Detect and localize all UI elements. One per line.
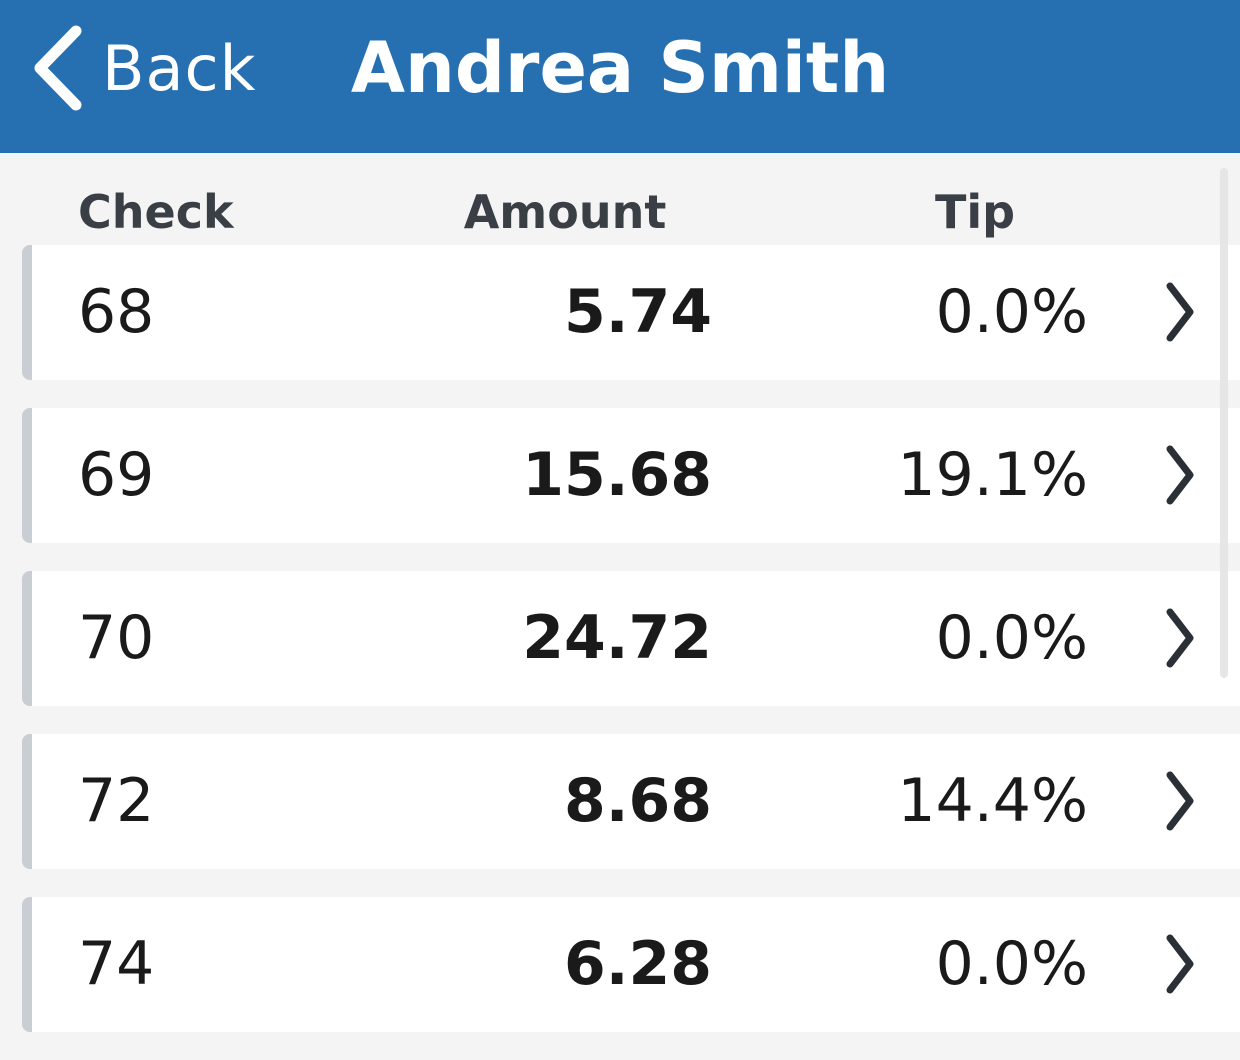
scrollbar[interactable] [1220, 168, 1228, 678]
check-number: 74 [78, 929, 155, 999]
column-header-tip: Tip [934, 185, 1016, 239]
check-row[interactable]: 69 15.68 19.1% [22, 408, 1240, 543]
header-bar: Back Andrea Smith [0, 0, 1240, 153]
checks-list: 68 5.74 0.0% 69 15.68 19.1% 70 24.72 0.0… [22, 245, 1240, 1060]
column-header-check: Check [78, 185, 234, 239]
chevron-right-icon [1166, 445, 1194, 505]
check-tip: 0.0% [935, 277, 1088, 347]
check-number: 69 [78, 440, 155, 510]
check-row[interactable]: 70 24.72 0.0% [22, 571, 1240, 706]
column-header-amount: Amount [463, 185, 667, 239]
check-amount: 8.68 [563, 766, 712, 836]
check-number: 72 [78, 766, 155, 836]
back-label: Back [102, 31, 257, 105]
check-number: 68 [78, 277, 155, 347]
chevron-right-icon [1166, 282, 1194, 342]
chevron-left-icon [34, 25, 82, 111]
check-amount: 5.74 [563, 277, 712, 347]
check-tip: 19.1% [897, 440, 1088, 510]
check-amount: 24.72 [522, 603, 712, 673]
check-tip: 0.0% [935, 929, 1088, 999]
check-row[interactable]: 74 6.28 0.0% [22, 897, 1240, 1032]
check-number: 70 [78, 603, 155, 673]
chevron-right-icon [1166, 934, 1194, 994]
chevron-right-icon [1166, 608, 1194, 668]
check-row[interactable]: 72 8.68 14.4% [22, 734, 1240, 869]
page-title: Andrea Smith [350, 27, 890, 109]
check-amount: 15.68 [522, 440, 712, 510]
check-tip: 14.4% [897, 766, 1088, 836]
chevron-right-icon [1166, 771, 1194, 831]
back-button[interactable]: Back [28, 20, 258, 116]
check-amount: 6.28 [563, 929, 712, 999]
check-row[interactable]: 68 5.74 0.0% [22, 245, 1240, 380]
check-tip: 0.0% [935, 603, 1088, 673]
